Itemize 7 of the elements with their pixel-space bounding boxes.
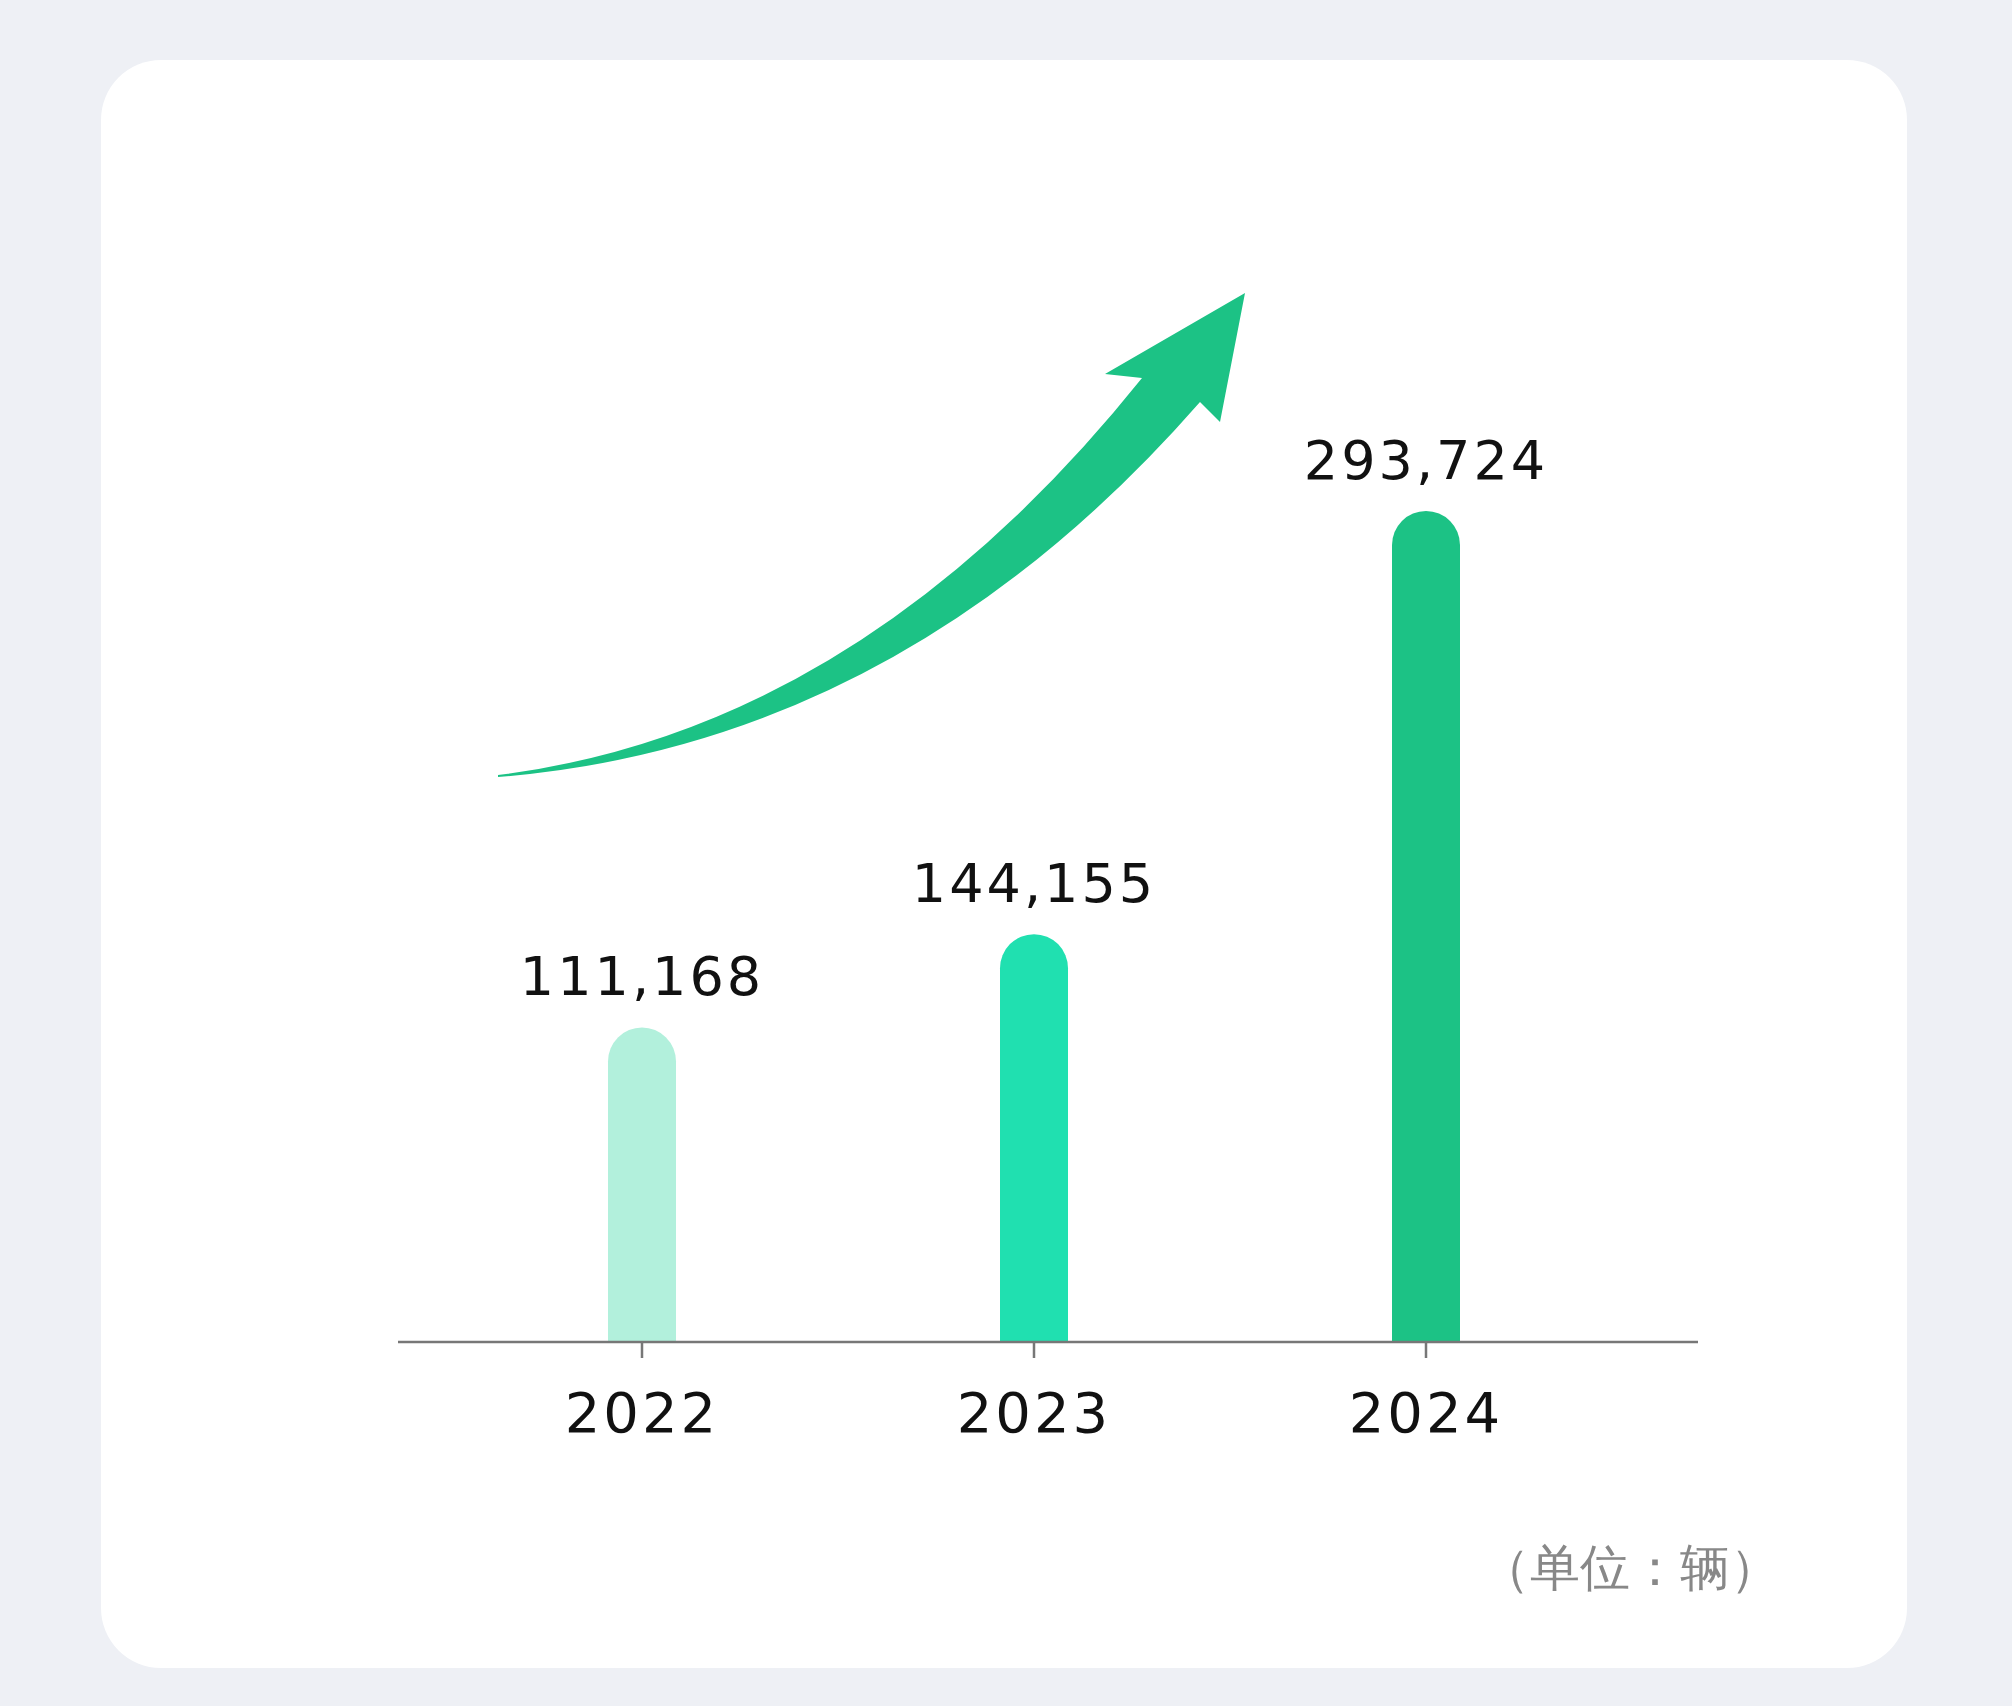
x-tick-label: 2024 [1348,1380,1504,1445]
x-tick-label: 2022 [564,1380,720,1445]
x-tick-label: 2023 [956,1380,1112,1445]
data-label: 144,155 [911,852,1157,916]
text: （单位：辆） [1480,1539,1780,1597]
data-label: 111,168 [519,945,765,1009]
data-label: 293,724 [1303,429,1549,492]
